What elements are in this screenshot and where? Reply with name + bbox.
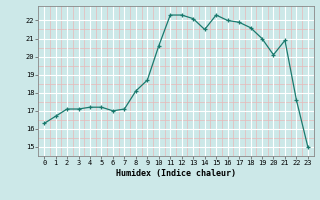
X-axis label: Humidex (Indice chaleur): Humidex (Indice chaleur) [116, 169, 236, 178]
